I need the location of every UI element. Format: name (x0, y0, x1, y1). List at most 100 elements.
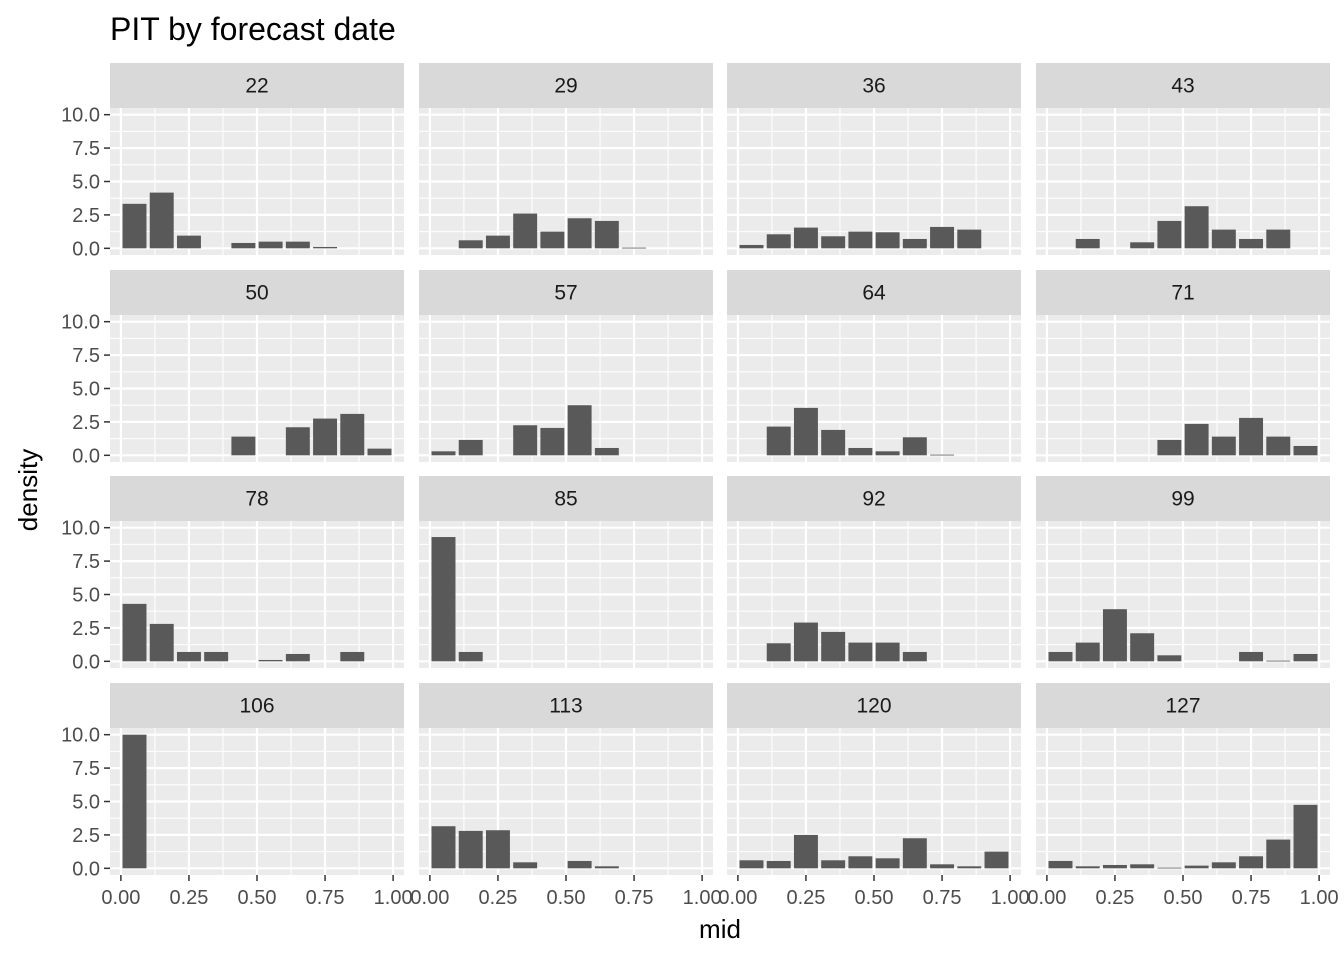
histogram-bar (1239, 417, 1264, 456)
histogram-bar (1239, 651, 1264, 662)
histogram-bar (793, 834, 818, 869)
facet-strip-label: 78 (245, 488, 268, 511)
histogram-bar (431, 826, 456, 869)
histogram-bar (1293, 445, 1318, 456)
histogram-bar (766, 860, 791, 869)
facet-panel: 106 0.0 2.5 5.0 7.5 10.0 0.00 0.25 0.50 0.75 1.00 (61, 683, 413, 909)
histogram-bar (1075, 642, 1100, 662)
y-tick-label: 7.5 (72, 138, 100, 160)
x-tick-label: 0.00 (1027, 887, 1066, 909)
x-tick-label: 0.00 (718, 887, 757, 909)
x-tick-label: 0.75 (306, 887, 345, 909)
facet-strip (419, 683, 713, 728)
histogram-bar (1266, 660, 1291, 662)
histogram-bar (176, 651, 201, 662)
histogram-bar (513, 862, 538, 869)
histogram-bar (1184, 423, 1209, 456)
histogram-bar (567, 218, 592, 249)
y-tick-label: 10.0 (61, 518, 100, 540)
facet-strip (419, 476, 713, 521)
histogram-bar (1130, 633, 1155, 662)
histogram-bar (848, 447, 873, 456)
histogram-bar (258, 659, 283, 662)
histogram-bar (567, 860, 592, 869)
x-tick-label: 0.50 (547, 887, 586, 909)
histogram-bar (431, 451, 456, 456)
histogram-bar (176, 235, 201, 249)
y-tick-label: 0.0 (72, 445, 100, 467)
y-tick-label: 10.0 (61, 725, 100, 747)
y-tick-label: 10.0 (61, 312, 100, 334)
y-axis-title: density (13, 449, 43, 531)
x-tick-label: 0.50 (238, 887, 277, 909)
histogram-bar (1293, 804, 1318, 869)
facet-strip-label: 57 (554, 282, 577, 305)
x-tick-label: 0.75 (1232, 887, 1271, 909)
histogram-bar (149, 623, 174, 662)
histogram-bar (1184, 206, 1209, 249)
histogram-bar (1293, 653, 1318, 662)
histogram-bar (1157, 439, 1182, 456)
facet-panel: 78 0.0 2.5 5.0 7.5 10.0 (61, 476, 404, 673)
y-tick-label: 2.5 (72, 205, 100, 227)
histogram-bar (1130, 864, 1155, 869)
histogram-bar (1239, 238, 1264, 249)
histogram-bar (313, 246, 338, 249)
histogram-bar (540, 427, 565, 456)
facet-panel: 29 (419, 63, 713, 255)
histogram-bar (122, 603, 147, 662)
y-tick-label: 7.5 (72, 758, 100, 780)
facet-panels: 220.02.55.07.510.029 36 43500.02.55.07.510… (61, 63, 1339, 909)
histogram-bar (340, 651, 365, 662)
y-tick-label: 0.0 (72, 858, 100, 880)
histogram-bar (513, 213, 538, 249)
facet-strip-label: 127 (1165, 695, 1200, 718)
histogram-bar (1157, 655, 1182, 662)
facet-strip-label: 113 (549, 695, 582, 718)
facet-strip (1036, 683, 1330, 728)
histogram-bar (258, 241, 283, 249)
histogram-bar (848, 231, 873, 249)
histogram-bar (485, 235, 510, 249)
histogram-bar (285, 427, 310, 456)
facet-panel: 85 (419, 476, 713, 668)
facet-strip-label: 36 (862, 75, 885, 98)
facet-strip-label: 92 (862, 488, 885, 511)
x-tick-label: 0.00 (410, 887, 449, 909)
histogram-bar (984, 851, 1009, 869)
histogram-bar (793, 622, 818, 662)
y-tick-label: 7.5 (72, 345, 100, 367)
facet-strip-label: 50 (245, 282, 268, 305)
histogram-bar (122, 734, 147, 869)
histogram-bar (1266, 839, 1291, 869)
y-tick-label: 0.0 (72, 238, 100, 260)
facet-panel: 36 (727, 63, 1021, 255)
histogram-bar (285, 653, 310, 662)
facet-panel: 64 (727, 270, 1021, 462)
y-tick-label: 2.5 (72, 412, 100, 434)
histogram-bar (540, 231, 565, 249)
y-tick-label: 5.0 (72, 172, 100, 194)
facet-panel: 22 0.0 2.5 5.0 7.5 10.0 (61, 63, 404, 260)
histogram-bar (739, 244, 764, 249)
facet-strip (110, 270, 404, 315)
histogram-bar (1130, 242, 1155, 249)
histogram-bar (458, 651, 483, 662)
facet-strip (727, 270, 1021, 315)
y-tick-label: 5.0 (72, 792, 100, 814)
y-tick-label: 2.5 (72, 825, 100, 847)
histogram-bar (739, 860, 764, 869)
x-tick-label: 0.50 (855, 887, 894, 909)
histogram-bar (848, 642, 873, 662)
histogram-bar (1266, 436, 1291, 456)
histogram-bar (1239, 856, 1264, 869)
facet-strip (1036, 270, 1330, 315)
x-axis-title: mid (699, 914, 741, 944)
histogram-bar (149, 192, 174, 249)
x-tick-label: 1.00 (374, 887, 413, 909)
histogram-bar (231, 436, 256, 456)
x-tick-label: 0.25 (1095, 887, 1134, 909)
histogram-bar (848, 856, 873, 869)
facet-strip (727, 476, 1021, 521)
